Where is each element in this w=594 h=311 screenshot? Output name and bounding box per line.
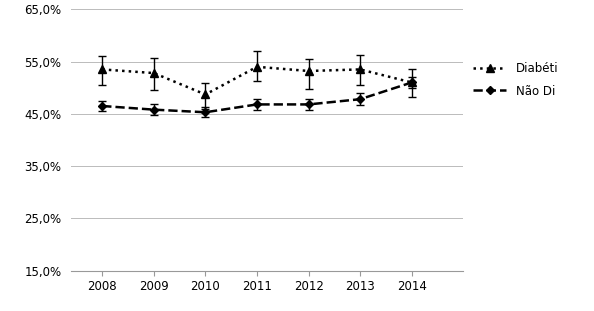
Não Di xyxy=(408,81,415,84)
Não Di xyxy=(150,108,157,112)
Não Di xyxy=(305,103,312,106)
Diabéti xyxy=(150,71,157,75)
Line: Não Di: Não Di xyxy=(99,79,415,115)
Não Di xyxy=(254,103,261,106)
Diabéti xyxy=(305,69,312,73)
Diabéti xyxy=(356,67,364,71)
Diabéti xyxy=(254,65,261,69)
Line: Diabéti: Diabéti xyxy=(99,63,416,98)
Não Di xyxy=(99,104,106,108)
Diabéti xyxy=(408,81,415,84)
Não Di xyxy=(202,110,209,114)
Não Di xyxy=(356,97,364,101)
Diabéti xyxy=(202,93,209,96)
Diabéti xyxy=(99,67,106,71)
Legend: Diabéti, Não Di: Diabéti, Não Di xyxy=(473,62,558,98)
